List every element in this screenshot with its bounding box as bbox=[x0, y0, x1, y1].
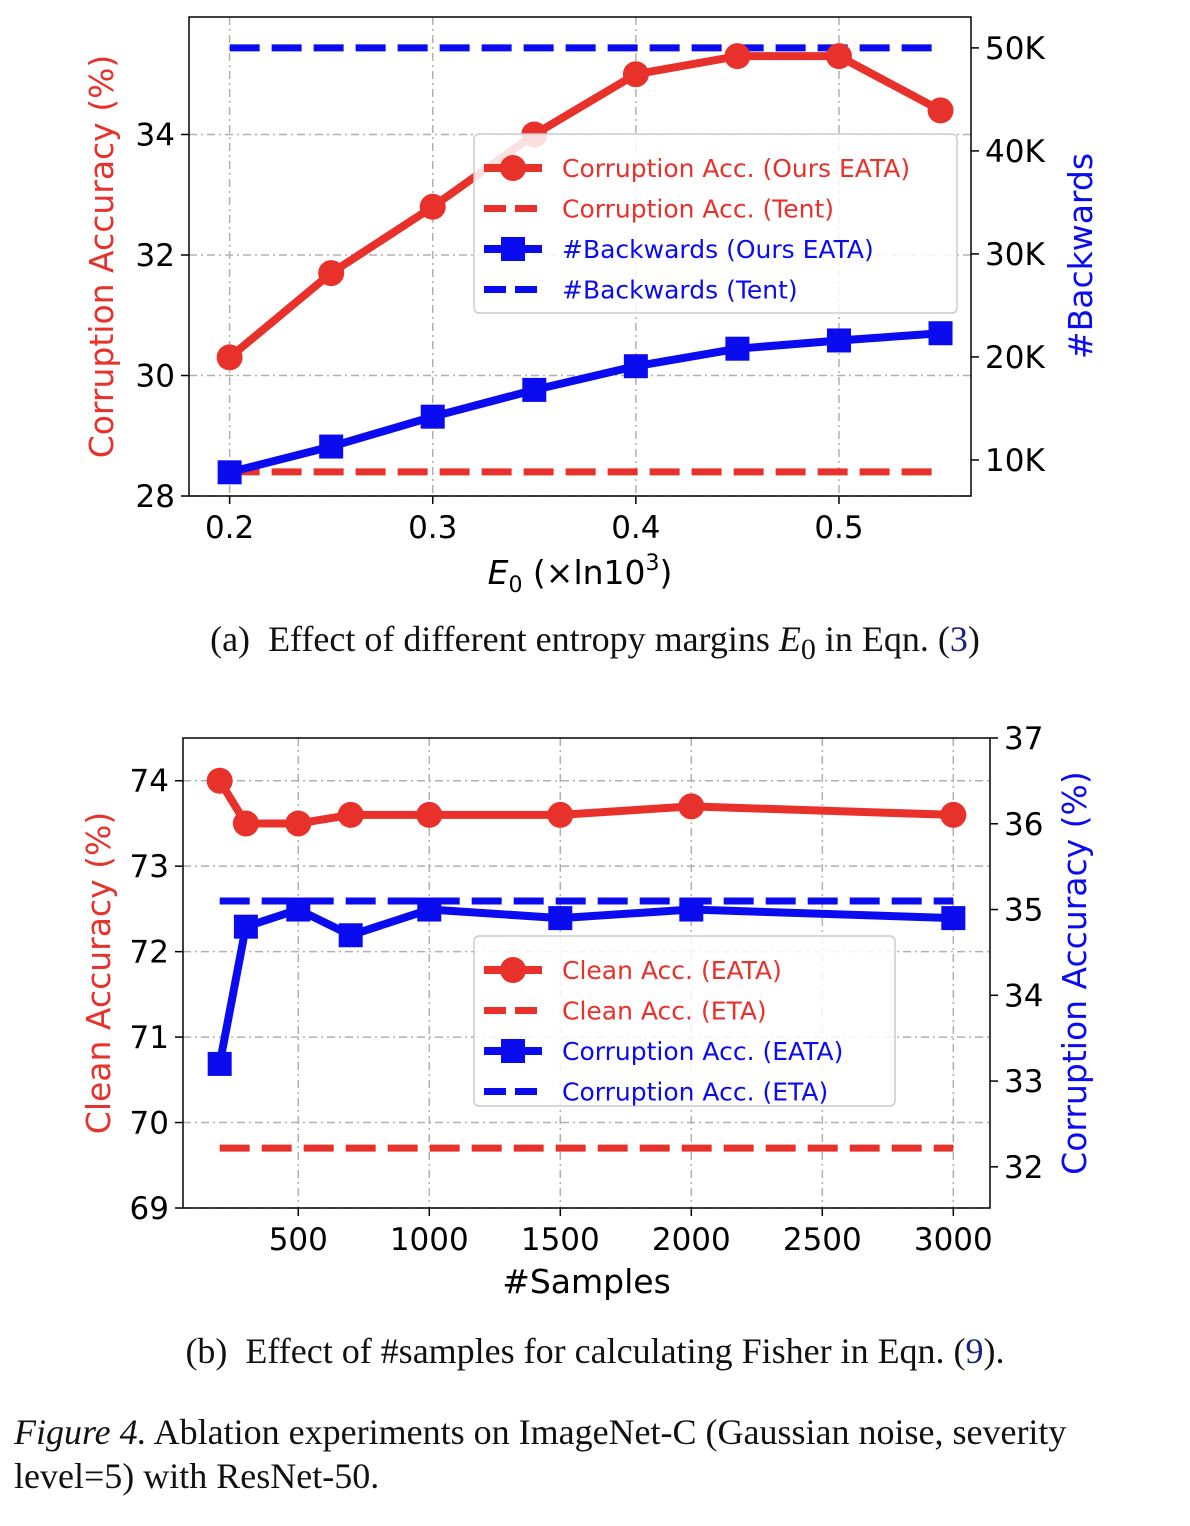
a-xtick-label-0: 0.2 bbox=[205, 510, 254, 546]
b-series-2-point-7 bbox=[941, 906, 966, 931]
b-ytick-left-label-3: 72 bbox=[130, 935, 169, 971]
a-xlabel: E0 (×ln103) bbox=[488, 551, 673, 598]
b-legend-label-0: Clean Acc. (EATA) bbox=[562, 956, 782, 985]
a-series-2-point-2 bbox=[420, 404, 445, 429]
a-series-0-point-2 bbox=[419, 193, 446, 220]
b-legend-label-3: Corruption Acc. (ETA) bbox=[562, 1078, 828, 1107]
b-ylabel-left: Clean Accuracy (%) bbox=[79, 812, 118, 1134]
b-series-2-point-1 bbox=[233, 914, 258, 939]
chart-a: 0.2 0.3 0.4 0.5 28 30 32 34 10K 20K 30K 40K 50K Corru… bbox=[82, 16, 1100, 598]
chart-b: 500 1000 1500 2000 2500 3000 69 70 71 72 73 74 32 33 3… bbox=[79, 721, 1094, 1301]
a-series-0-point-1 bbox=[318, 260, 345, 287]
b-ylabel-right: Corruption Accuracy (%) bbox=[1055, 771, 1094, 1175]
b-ytick-left-label-4: 73 bbox=[130, 849, 169, 885]
a-ytick-right-label-2: 30K bbox=[985, 237, 1045, 273]
b-series-2-point-4 bbox=[417, 897, 442, 922]
b-series-0-point-6 bbox=[678, 793, 705, 820]
b-series-2-point-3 bbox=[338, 923, 363, 948]
b-xtick-label-3: 2000 bbox=[652, 1222, 731, 1258]
a-legend-box bbox=[473, 133, 958, 314]
a-ytick-left-label-1: 30 bbox=[136, 358, 175, 394]
a-legend-label-0: Corruption Acc. (Ours EATA) bbox=[562, 154, 910, 183]
b-series-0-point-5 bbox=[547, 801, 574, 828]
caption-a: (a) Effect of different entropy margins … bbox=[210, 619, 980, 667]
a-ylabel-right: #Backwards bbox=[1061, 153, 1100, 359]
a-ytick-right-label-4: 50K bbox=[985, 31, 1045, 67]
b-series-0-point-7 bbox=[940, 801, 967, 828]
a-series-0-point-5 bbox=[724, 43, 751, 70]
b-xtick-label-5: 3000 bbox=[914, 1222, 993, 1258]
b-xtick-label-4: 2500 bbox=[783, 1222, 862, 1258]
a-ylabel-left: Corruption Accuracy (%) bbox=[82, 55, 121, 459]
caption-b: (b) Effect of #samples for calculating F… bbox=[185, 1331, 1005, 1371]
b-plot-frame bbox=[182, 737, 991, 1209]
a-xtick-label-3: 0.5 bbox=[814, 510, 863, 546]
a-series-2-point-0 bbox=[217, 460, 242, 485]
a-series-2-point-1 bbox=[319, 434, 344, 459]
b-xlabel: #Samples bbox=[502, 1262, 671, 1301]
a-series-0-point-7 bbox=[927, 97, 954, 124]
b-series-0-point-0 bbox=[206, 767, 233, 794]
b-xtick-label-0: 500 bbox=[269, 1222, 328, 1258]
b-series-0-point-4 bbox=[416, 801, 443, 828]
b-series-0-point-1 bbox=[232, 810, 259, 837]
a-series-2-point-5 bbox=[725, 336, 750, 361]
a-ytick-right-label-1: 20K bbox=[985, 340, 1045, 376]
a-legend-marker-2 bbox=[501, 237, 525, 261]
figure-caption: Figure 4. Ablation experiments on ImageN… bbox=[14, 1410, 1184, 1498]
a-legend-label-3: #Backwards (Tent) bbox=[562, 276, 798, 305]
a-series-2-point-3 bbox=[522, 377, 547, 402]
b-xtick-label-2: 1500 bbox=[521, 1222, 600, 1258]
figure-label: Figure 4. bbox=[14, 1412, 147, 1452]
b-series-2-point-5 bbox=[548, 906, 573, 931]
b-legend-label-2: Corruption Acc. (EATA) bbox=[562, 1037, 843, 1066]
b-xtick-label-1: 1000 bbox=[390, 1222, 469, 1258]
a-legend-label-1: Corruption Acc. (Tent) bbox=[562, 195, 834, 224]
a-legend-label-2: #Backwards (Ours EATA) bbox=[562, 235, 874, 264]
b-ytick-left-label-2: 71 bbox=[130, 1020, 169, 1056]
a-xtick-label-1: 0.3 bbox=[408, 510, 457, 546]
b-ytick-right-label-1: 33 bbox=[1004, 1064, 1043, 1100]
a-series-2-point-6 bbox=[826, 328, 851, 353]
a-ytick-left-label-2: 32 bbox=[136, 238, 175, 274]
b-series-2-point-0 bbox=[207, 1051, 232, 1076]
b-ytick-left-label-0: 69 bbox=[130, 1191, 169, 1227]
b-ytick-left-label-5: 74 bbox=[130, 764, 169, 800]
a-ytick-left-label-3: 34 bbox=[136, 117, 175, 153]
a-series-2-point-4 bbox=[623, 354, 648, 379]
b-ytick-right-label-4: 36 bbox=[1004, 807, 1043, 843]
b-ytick-right-label-5: 37 bbox=[1004, 721, 1043, 757]
a-ytick-left-label-0: 28 bbox=[136, 479, 175, 515]
a-series-line-2 bbox=[228, 329, 941, 477]
a-series-0-point-0 bbox=[216, 344, 243, 371]
b-legend-marker-0 bbox=[500, 957, 526, 983]
a-series-0-point-6 bbox=[825, 43, 852, 70]
a-series-2-point-7 bbox=[928, 321, 953, 346]
b-series-0-point-3 bbox=[337, 801, 364, 828]
a-plot-frame bbox=[188, 16, 972, 497]
figure-text: Ablation experiments on ImageNet-C (Gaus… bbox=[14, 1412, 1067, 1496]
b-ytick-right-label-2: 34 bbox=[1004, 978, 1043, 1014]
b-ytick-right-label-0: 32 bbox=[1004, 1150, 1043, 1186]
b-series-line-0 bbox=[216, 778, 954, 828]
b-legend-label-1: Clean Acc. (ETA) bbox=[562, 997, 767, 1026]
a-ytick-right-label-0: 10K bbox=[985, 443, 1045, 479]
b-legend-marker-2 bbox=[501, 1039, 525, 1063]
b-ytick-right-label-3: 35 bbox=[1004, 893, 1043, 929]
b-legend-box bbox=[473, 935, 896, 1107]
b-series-0-point-2 bbox=[285, 810, 312, 837]
b-ytick-left-label-1: 70 bbox=[130, 1106, 169, 1142]
b-series-2-point-6 bbox=[679, 897, 704, 922]
b-series-2-point-2 bbox=[286, 897, 311, 922]
a-series-line-0 bbox=[227, 52, 943, 361]
a-series-0-point-4 bbox=[622, 61, 649, 88]
a-xtick-label-2: 0.4 bbox=[611, 510, 660, 546]
a-ytick-right-label-3: 40K bbox=[985, 134, 1045, 170]
a-legend-marker-0 bbox=[500, 155, 526, 181]
